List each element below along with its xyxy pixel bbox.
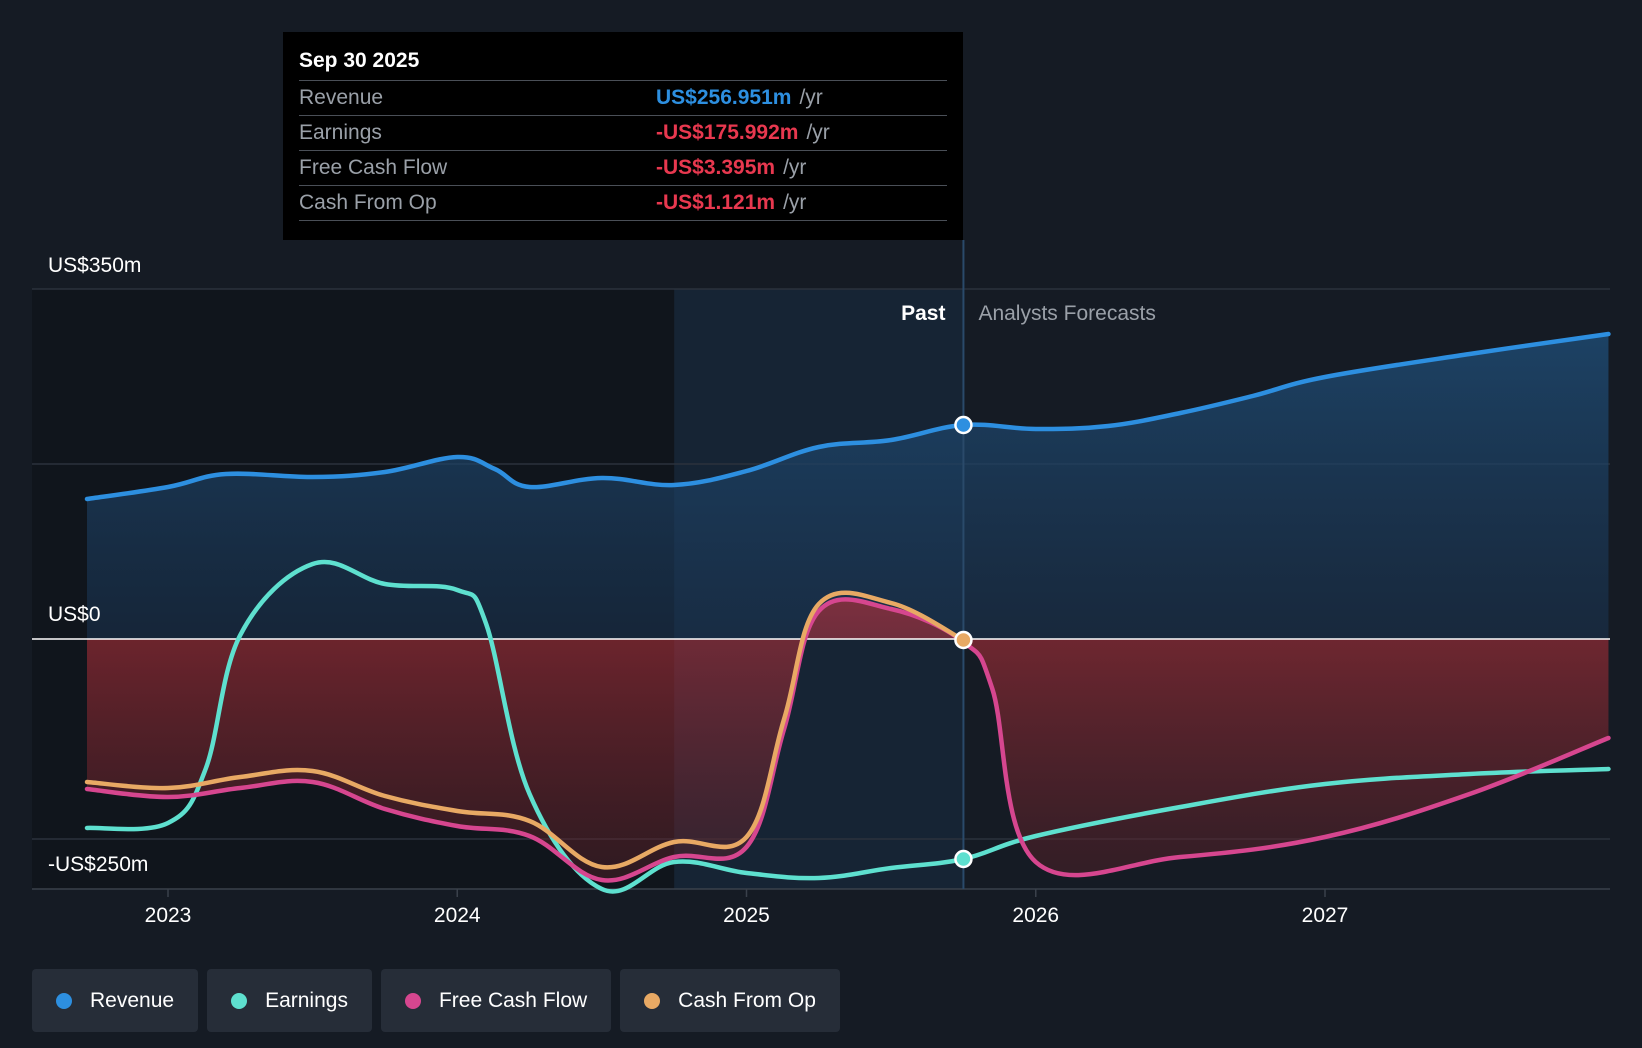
x-tick-label: 2027 <box>1302 904 1349 927</box>
tooltip-label: Revenue <box>299 86 384 109</box>
tooltip: Sep 30 2025 Revenue US$256.951m /yr Earn… <box>283 32 963 240</box>
revenue-line <box>84 331 1611 502</box>
legend-label: Cash From Op <box>678 988 816 1012</box>
tooltip-row-revenue: Revenue US$256.951m /yr <box>299 80 947 115</box>
cash-from-op-line <box>84 590 966 870</box>
x-tick-label: 2026 <box>1012 904 1059 927</box>
legend-label: Revenue <box>90 988 175 1012</box>
x-tick-label: 2023 <box>145 904 192 927</box>
tooltip-unit: /yr <box>783 156 807 179</box>
free-cash-flow-dot-icon <box>404 992 421 1009</box>
tooltip-row-earnings: Earnings -US$175.992m /yr <box>299 115 947 150</box>
legend: Revenue Earnings Free Cash Flow Cash Fro… <box>32 969 840 1032</box>
cash-from-op-marker <box>954 630 973 650</box>
tooltip-unit: /yr <box>783 191 807 214</box>
cash-from-op-dot-icon <box>644 992 661 1009</box>
legend-item-earnings[interactable]: Earnings <box>207 969 372 1032</box>
legend-item-revenue[interactable]: Revenue <box>32 969 199 1032</box>
y-tick-label: -US$250m <box>48 853 148 876</box>
revenue-dot-icon <box>56 992 72 1009</box>
legend-item-cash-from-op[interactable]: Cash From Op <box>620 969 840 1032</box>
tooltip-label: Free Cash Flow <box>299 156 448 179</box>
tooltip-value: US$256.951m <box>656 86 792 109</box>
legend-label: Earnings <box>265 988 348 1012</box>
tooltip-value: -US$175.992m <box>656 121 799 144</box>
y-tick-label: US$0 <box>48 603 101 626</box>
past-label: Past <box>901 302 945 325</box>
forecast-label: Analysts Forecasts <box>978 302 1155 325</box>
legend-label: Free Cash Flow <box>438 988 588 1012</box>
tooltip-value: -US$1.121m <box>656 191 776 214</box>
tooltip-row-free-cash-flow: Free Cash Flow -US$3.395m /yr <box>299 150 947 185</box>
legend-item-free-cash-flow[interactable]: Free Cash Flow <box>380 969 612 1032</box>
chart-area: US$350m US$0 -US$250m 2023 2024 2025 2026 2027… <box>32 240 1611 927</box>
tooltip-date: Sep 30 2025 <box>299 49 420 72</box>
revenue-area <box>87 334 1609 639</box>
y-tick-label: US$350m <box>48 254 141 277</box>
tooltip-value: -US$3.395m <box>656 156 776 179</box>
x-tick-label: 2025 <box>723 904 770 927</box>
tooltip-unit: /yr <box>799 86 823 109</box>
earnings-line <box>84 559 1611 894</box>
tooltip-label: Cash From Op <box>299 191 437 214</box>
revenue-marker <box>954 415 973 435</box>
earnings-marker <box>954 849 973 869</box>
tooltip-row-cash-from-op: Cash From Op -US$1.121m /yr <box>299 185 947 221</box>
x-tick-label: 2024 <box>434 904 481 927</box>
tooltip-label: Earnings <box>299 121 382 144</box>
tooltip-unit: /yr <box>806 121 830 144</box>
earnings-dot-icon <box>231 992 248 1009</box>
